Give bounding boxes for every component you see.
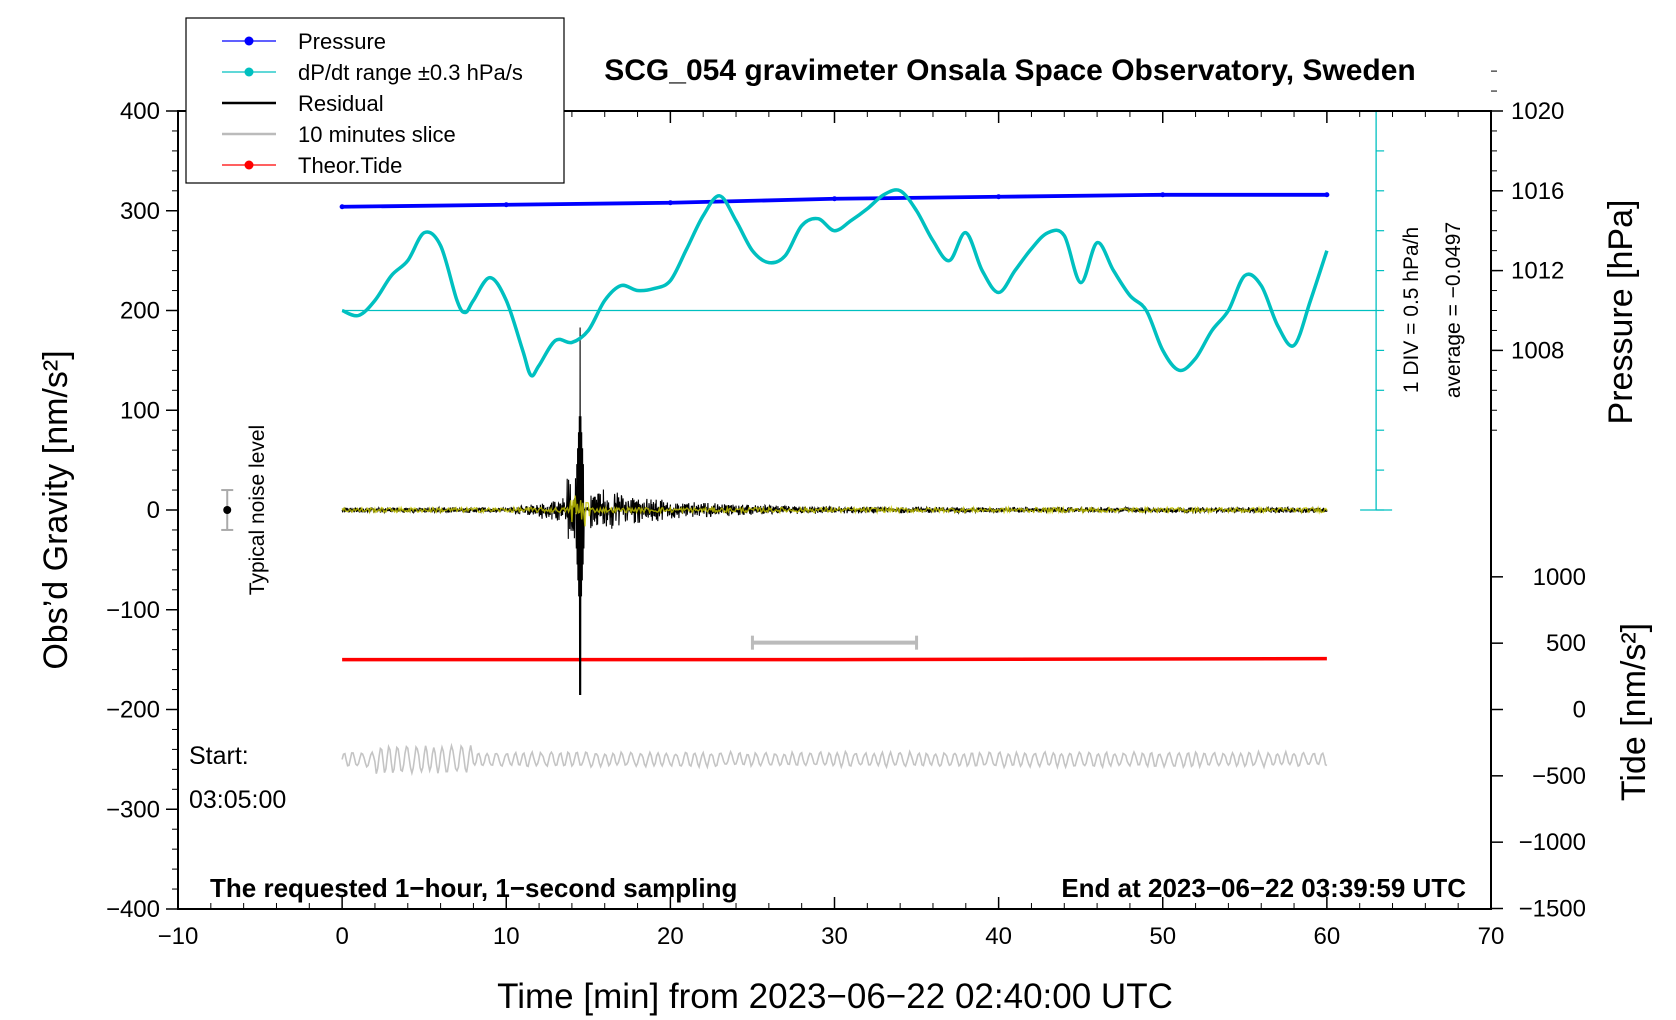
pressure-point [1160, 192, 1166, 198]
legend-swatch-dot [244, 67, 254, 77]
y-tick-label: 100 [120, 397, 160, 424]
noise-level-label: Typical noise level [246, 425, 269, 595]
legend-swatch-dot [244, 36, 254, 46]
legend-entry-label: Theor.Tide [298, 153, 402, 178]
y-tick-label: 200 [120, 298, 160, 325]
pressure-point [339, 204, 345, 210]
x-tick-label: 0 [335, 923, 348, 950]
y-tick-label: −400 [106, 896, 160, 923]
chart-title: SCG_054 gravimeter Onsala Space Observat… [604, 54, 1416, 87]
y-axis-label: Obs’d Gravity [nm/s²] [37, 350, 75, 669]
y-tick-label: −300 [106, 796, 160, 823]
tide-axis-label: Tide [nm/s²] [1615, 623, 1653, 801]
legend-entry-label: 10 minutes slice [298, 122, 456, 147]
y-tick-label: 300 [120, 198, 160, 225]
start-label: Start: [189, 742, 249, 770]
tide-tick-label: −1500 [1519, 896, 1586, 923]
tide-series-line [342, 656, 1327, 662]
pressure-tick-label: 1008 [1511, 337, 1564, 364]
noise-point [223, 506, 232, 514]
x-tick-label: 20 [657, 923, 684, 950]
y-tick-label: 400 [120, 98, 160, 125]
legend-entry-label: Pressure [298, 29, 386, 54]
x-tick-label: 10 [493, 923, 520, 950]
x-tick-label: 40 [985, 923, 1012, 950]
x-axis-label: Time [min] from 2023−06−22 02:40:00 UTC [497, 977, 1173, 1016]
tide-tick-label: −1000 [1519, 829, 1586, 856]
y-tick-label: −100 [106, 597, 160, 624]
pressure-point [503, 202, 509, 208]
x-tick-label: 50 [1149, 923, 1176, 950]
x-tick-label: 60 [1314, 923, 1341, 950]
bottom-right-note: End at 2023−06−22 03:39:59 UTC [1061, 873, 1466, 903]
slice-series-line [341, 742, 1328, 777]
dpdt-series-line [341, 188, 1329, 378]
legend-entry-label: dP/dt range ±0.3 hPa/s [298, 60, 523, 85]
tide-tick-label: 0 [1573, 697, 1586, 724]
x-tick-label: −10 [158, 923, 199, 950]
tide-tick-label: 500 [1546, 630, 1586, 657]
pressure-point [996, 194, 1002, 200]
legend-entry-label: Residual [298, 91, 384, 116]
pressure-tick-label: 1012 [1511, 258, 1564, 285]
tide-tick-label: −500 [1532, 763, 1586, 790]
pressure-tick-label: 1020 [1511, 98, 1564, 125]
pressure-tick-label: 1016 [1511, 178, 1564, 205]
y-tick-label: 0 [147, 497, 160, 524]
y-tick-label: −200 [106, 697, 160, 724]
pressure-average-label: average = −0.0497 [1442, 222, 1465, 398]
start-time: 03:05:00 [189, 786, 286, 814]
pressure-point [667, 200, 673, 206]
tide-tick-label: 1000 [1533, 564, 1586, 591]
pressure-point [832, 196, 837, 202]
x-tick-label: 30 [821, 923, 848, 950]
residual-filtered-line [341, 495, 1328, 527]
pressure-scale-label: 1 DIV = 0.5 hPa/h [1400, 227, 1423, 393]
pressure-axis-label: Pressure [hPa] [1602, 200, 1640, 425]
bottom-left-note: The requested 1−hour, 1−second sampling [210, 873, 737, 903]
pressure-point [1324, 192, 1330, 198]
legend-swatch-dot [244, 160, 254, 170]
x-tick-label: 70 [1478, 923, 1505, 950]
